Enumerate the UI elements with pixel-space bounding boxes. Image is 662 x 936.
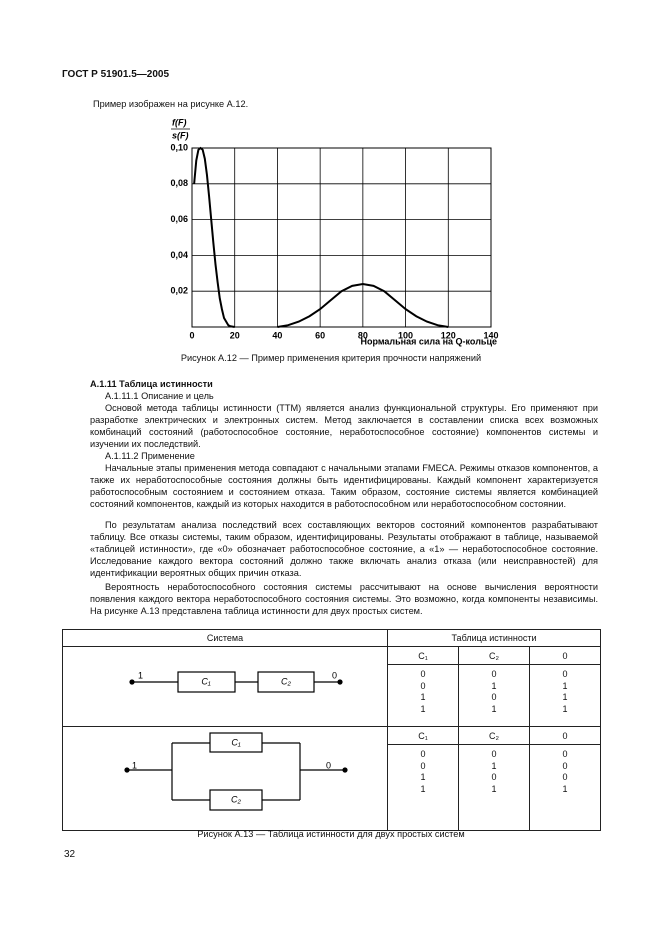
x-tick-label: 20: [230, 330, 240, 340]
column-row: C₁ C₂ 0: [62, 726, 601, 831]
text: Начальные этапы применения метода совпад…: [90, 463, 598, 509]
subheading: А.1.11.2 Применение: [105, 451, 195, 461]
caption: Рисунок А.12 — Пример применения критери…: [180, 353, 482, 363]
x-tick-label: 100: [398, 330, 413, 340]
truth-table: Система Таблица истинности C₁ C₂ 0 0 0 1 1 0 1 0 1 0 1…: [62, 629, 601, 831]
paragraph: Начальные этапы применения метода совпад…: [90, 462, 598, 510]
cell-value: 0: [491, 772, 497, 782]
cell-value: 0: [420, 749, 426, 759]
cell-value: 0: [562, 772, 568, 782]
text: Вероятность неработоспособного состояния…: [90, 582, 598, 616]
cell-value: 1: [420, 692, 426, 702]
cell-value: 0: [420, 669, 426, 679]
header-row: Система Таблица истинности: [62, 629, 601, 647]
y-tick-label: 0,08: [170, 178, 188, 188]
column-row: C₁ C₂ 0: [62, 646, 601, 727]
subheading: А.1.11.1 Описание и цель: [105, 391, 214, 401]
header-title: ГОСТ Р 51901.5—2005: [62, 69, 170, 80]
cell-value: 0: [491, 749, 497, 759]
diagram-cell: [62, 726, 388, 831]
cell-value: 1: [562, 783, 568, 794]
column-header: C₁: [387, 646, 459, 665]
y-tick-label: 0,02: [170, 286, 188, 296]
cell-value: 1: [562, 692, 568, 702]
column-header: 0: [529, 726, 601, 745]
cell-value: 0: [420, 760, 426, 771]
y-axis-label: s(F): [172, 130, 189, 140]
curve: [277, 283, 449, 328]
paragraph: Вероятность неработоспособного состояния…: [90, 581, 598, 617]
column-header: 0: [529, 646, 601, 665]
page-number: 32: [64, 849, 76, 860]
column-header: C₂: [458, 646, 530, 665]
cell-value: 1: [491, 760, 497, 771]
cell-value: 1: [491, 703, 497, 714]
cell-value: 0: [491, 669, 497, 679]
y-tick-label: 0,04: [170, 250, 188, 260]
curve: [193, 146, 235, 328]
cell-value: 0: [491, 692, 497, 702]
column-header: C₂: [458, 726, 530, 745]
x-tick-label: 120: [441, 330, 456, 340]
x-tick-label: 140: [483, 330, 498, 340]
x-tick-label: 60: [315, 330, 325, 340]
cell-value: 1: [420, 772, 426, 782]
heading: А.1.11 Таблица истинности: [90, 379, 213, 389]
paragraph: Основой метода таблицы истинности (ТТМ) …: [90, 402, 598, 450]
intro: Пример изображен на рисунке А.12.: [93, 99, 249, 109]
y-tick-label: 0,06: [170, 214, 188, 224]
cell-value: 0: [562, 749, 568, 759]
cell-value: 0: [562, 760, 568, 771]
text: По результатам анализа последствий всех …: [90, 520, 598, 578]
plot-frame: [191, 147, 492, 328]
paragraph: По результатам анализа последствий всех …: [90, 519, 598, 579]
cell-value: 1: [562, 680, 568, 691]
x-axis-label: Нормальная сила на Q-кольце: [360, 336, 497, 346]
diagram-cell: [62, 646, 388, 727]
cell-value: 0: [420, 680, 426, 691]
x-tick-label: 0: [189, 330, 194, 340]
cell-value: 1: [420, 703, 426, 714]
text: Основой метода таблицы истинности (ТТМ) …: [90, 403, 598, 449]
header-cell: Таблица истинности: [387, 629, 601, 647]
caption: Рисунок А.13 — Таблица истинности для дв…: [197, 829, 465, 839]
column-header: C₁: [387, 726, 459, 745]
cell-value: 0: [562, 669, 568, 679]
y-axis-label: f(F): [172, 117, 187, 127]
cell-value: 1: [491, 783, 497, 794]
cell-value: 1: [420, 783, 426, 794]
y-tick-label: 0,10: [170, 142, 188, 152]
x-tick-label: 80: [358, 330, 368, 340]
cell-value: 1: [562, 703, 568, 714]
table-body: Система Таблица истинности C₁ C₂ 0 0 0 1 1 0 1 0 1 0 1…: [62, 629, 601, 831]
x-tick-label: 40: [272, 330, 282, 340]
header-cell: Система: [62, 629, 388, 647]
cell-value: 1: [491, 680, 497, 691]
